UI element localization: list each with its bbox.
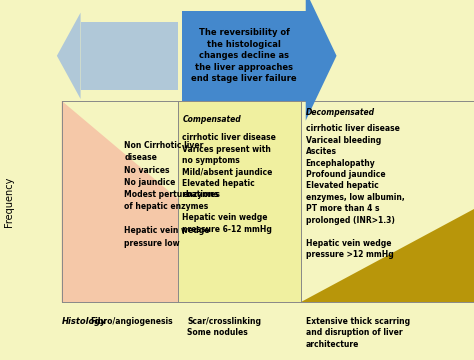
Polygon shape bbox=[306, 0, 337, 121]
Text: Decompensated: Decompensated bbox=[306, 108, 375, 117]
Polygon shape bbox=[57, 13, 81, 99]
Text: Fibro/angiogenesis: Fibro/angiogenesis bbox=[90, 317, 173, 326]
Bar bbox=[182, 11, 306, 101]
Bar bbox=[178, 101, 301, 302]
Text: cirrhotic liver disease
Variceal bleeding
Ascites
Encephalopathy
Profound jaundi: cirrhotic liver disease Variceal bleedin… bbox=[306, 124, 404, 259]
Polygon shape bbox=[301, 209, 474, 302]
Text: Scar/crosslinking
Some nodules: Scar/crosslinking Some nodules bbox=[187, 317, 261, 337]
Text: Compensated: Compensated bbox=[182, 115, 241, 124]
Text: cirrhotic liver disease
Varices present with
no symptoms
Mild/absent jaundice
El: cirrhotic liver disease Varices present … bbox=[182, 133, 276, 234]
Text: Histology: Histology bbox=[62, 317, 106, 326]
Bar bbox=[81, 22, 178, 90]
Polygon shape bbox=[62, 101, 301, 302]
Text: Frequency: Frequency bbox=[4, 176, 15, 227]
Text: Non Cirrhotic liver
disease
No varices
No jaundice
Modest perturbations
of hepat: Non Cirrhotic liver disease No varices N… bbox=[124, 141, 219, 248]
Text: Extensive thick scarring
and disruption of liver
architecture: Extensive thick scarring and disruption … bbox=[306, 317, 410, 349]
Text: The reversibility of
the histological
changes decline as
the liver approaches
en: The reversibility of the histological ch… bbox=[191, 28, 297, 83]
